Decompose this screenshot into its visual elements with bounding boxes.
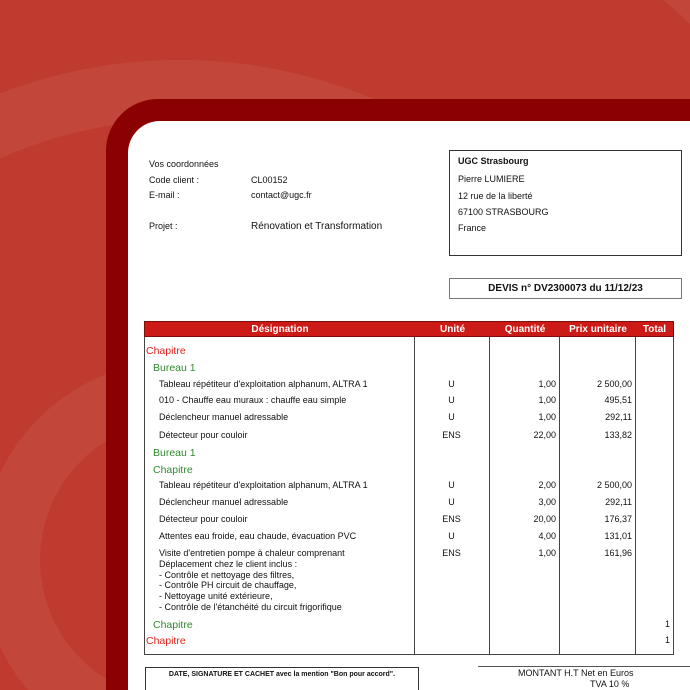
col-unit-price: Prix unitaire bbox=[569, 324, 627, 335]
section-row-label: Chapitre bbox=[153, 619, 193, 631]
item-quantity: 1,00 bbox=[538, 395, 556, 405]
item-quantity: 2,00 bbox=[538, 480, 556, 490]
item-unit-price: 131,01 bbox=[604, 531, 632, 541]
project-label: Projet : bbox=[149, 221, 178, 231]
column-divider bbox=[559, 337, 560, 655]
col-designation: Désignation bbox=[251, 324, 309, 335]
item-designation: Attentes eau froide, eau chaude, évacuat… bbox=[159, 531, 357, 541]
col-total: Total bbox=[642, 324, 667, 335]
item-unit-price: 2 500,00 bbox=[596, 379, 632, 389]
column-divider bbox=[489, 337, 490, 655]
address-country: France bbox=[458, 223, 487, 233]
client-code-label: Code client : bbox=[149, 175, 200, 185]
section-row-label: Bureau 1 bbox=[153, 362, 196, 374]
item-detail-line: Déplacement chez le client inclus : bbox=[159, 559, 298, 569]
client-code-value: CL00152 bbox=[251, 175, 288, 185]
item-quantity: 1,00 bbox=[538, 412, 556, 422]
item-designation: Tableau répétiteur d'exploitation alphan… bbox=[159, 379, 368, 389]
item-unit: U bbox=[448, 480, 455, 490]
table-border bbox=[144, 337, 145, 655]
item-unit: ENS bbox=[442, 548, 461, 558]
item-detail-line: - Nettoyage unité extérieure, bbox=[159, 591, 273, 602]
item-detail-line: - Contrôle de l'étanchéité du circuit fr… bbox=[159, 601, 342, 612]
item-unit: ENS bbox=[442, 430, 461, 440]
item-detail-line: - Contrôle et nettoyage des filtres, bbox=[159, 569, 295, 580]
section-row-label: Chapitre bbox=[153, 464, 193, 476]
item-unit-price: 2 500,00 bbox=[596, 480, 632, 490]
item-quantity: 4,00 bbox=[538, 531, 556, 541]
item-quantity: 1,00 bbox=[538, 379, 556, 389]
item-designation: Déclencheur manuel adressable bbox=[159, 412, 289, 422]
amount-divider bbox=[478, 666, 690, 667]
item-unit: U bbox=[448, 497, 455, 507]
col-unit: Unité bbox=[440, 324, 465, 335]
chapter-row-label: Chapitre bbox=[146, 635, 186, 647]
item-unit: U bbox=[448, 395, 455, 405]
vat-label: TVA 10 % bbox=[590, 679, 630, 689]
address-contact: Pierre LUMIERE bbox=[458, 174, 525, 184]
item-unit: U bbox=[448, 379, 455, 389]
item-detail-line: - Contrôle PH circuit de chauffage, bbox=[159, 580, 297, 591]
signature-label: DATE, SIGNATURE ET CACHET avec la mentio… bbox=[168, 671, 396, 678]
item-unit: U bbox=[448, 412, 455, 422]
amount-label: MONTANT H.T Net en Euros bbox=[518, 668, 634, 678]
address-company: UGC Strasbourg bbox=[458, 156, 529, 166]
address-box: UGC Strasbourg Pierre LUMIERE 12 rue de … bbox=[449, 150, 682, 256]
table-bottom-border bbox=[144, 654, 674, 655]
column-divider bbox=[414, 337, 415, 655]
section-row-label: Bureau 1 bbox=[153, 447, 196, 459]
item-designation: Détecteur pour couloir bbox=[159, 514, 248, 524]
item-unit-price: 161,96 bbox=[604, 548, 632, 558]
item-unit-price: 133,82 bbox=[604, 430, 632, 440]
column-divider bbox=[635, 337, 636, 655]
email-label: E-mail : bbox=[149, 190, 180, 200]
address-street: 12 rue de la liberté bbox=[458, 191, 533, 201]
item-unit: ENS bbox=[442, 514, 461, 524]
col-quantity: Quantité bbox=[504, 324, 546, 335]
table-header: Désignation Unité Quantité Prix unitaire… bbox=[144, 321, 674, 337]
item-quantity: 1,00 bbox=[538, 548, 556, 558]
item-designation: Visite d'entretien pompe à chaleur compr… bbox=[159, 548, 345, 558]
table-border bbox=[673, 337, 674, 655]
item-designation: Détecteur pour couloir bbox=[159, 430, 248, 440]
item-designation: 010 - Chauffe eau muraux : chauffe eau s… bbox=[159, 395, 347, 405]
quote-title-box: DEVIS n° DV2300073 du 11/12/23 bbox=[449, 278, 682, 299]
item-unit-price: 495,51 bbox=[604, 395, 632, 405]
address-city: 67100 STRASBOURG bbox=[458, 207, 549, 217]
item-unit: U bbox=[448, 531, 455, 541]
item-quantity: 20,00 bbox=[533, 514, 556, 524]
item-designation: Déclencheur manuel adressable bbox=[159, 497, 289, 507]
quote-title: DEVIS n° DV2300073 du 11/12/23 bbox=[488, 283, 643, 294]
project-value: Rénovation et Transformation bbox=[251, 221, 383, 232]
client-heading: Vos coordonnées bbox=[149, 159, 219, 169]
item-unit-price: 176,37 bbox=[604, 514, 632, 524]
item-quantity: 22,00 bbox=[533, 430, 556, 440]
item-designation: Tableau répétiteur d'exploitation alphan… bbox=[159, 480, 368, 490]
email-value: contact@ugc.fr bbox=[251, 190, 312, 200]
quote-document: Vos coordonnées Code client : CL00152 E-… bbox=[128, 121, 690, 690]
item-unit-price: 292,11 bbox=[605, 497, 632, 507]
row-total: 1 bbox=[664, 635, 670, 645]
chapter-row-label: Chapitre bbox=[146, 345, 186, 357]
item-quantity: 3,00 bbox=[538, 497, 556, 507]
signature-box: DATE, SIGNATURE ET CACHET avec la mentio… bbox=[145, 667, 419, 690]
row-total: 1 bbox=[664, 619, 670, 629]
item-unit-price: 292,11 bbox=[605, 412, 632, 422]
